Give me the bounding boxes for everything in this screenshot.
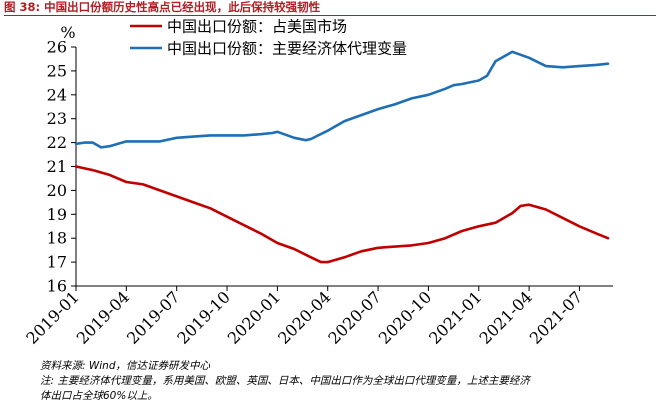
x-tick-label: 2021-07 bbox=[526, 287, 586, 347]
y-tick-label: 19 bbox=[47, 205, 67, 224]
x-tick-label: 2021-01 bbox=[425, 287, 485, 347]
x-tick-label: 2019-04 bbox=[73, 287, 133, 347]
x-tick-label: 2019-07 bbox=[123, 287, 183, 347]
y-tick-label: 24 bbox=[47, 85, 67, 104]
series-line-2 bbox=[74, 50, 610, 149]
chart-notes: 资料来源: Wind，信达证券研发中心 注: 主要经济体代理变量，系用美国、欧盟… bbox=[40, 359, 652, 404]
x-tick-label: 2019-01 bbox=[22, 287, 82, 347]
legend-label-2: 中国出口份额：主要经济体代理变量 bbox=[167, 40, 407, 58]
x-tick-label: 2020-10 bbox=[375, 287, 435, 347]
y-tick-label: 16 bbox=[47, 277, 67, 296]
figure-title: 图 38: 中国出口份额历史性高点已经出现，此后保持较强韧性 bbox=[4, 0, 656, 16]
y-tick-label: 26 bbox=[47, 38, 67, 57]
y-tick-label: 23 bbox=[47, 109, 67, 128]
y-tick-label: 17 bbox=[47, 253, 67, 272]
x-tick-label: 2019-10 bbox=[173, 287, 233, 347]
y-axis-unit-label: % bbox=[60, 23, 75, 42]
chart-axes: 1617181920212223242526%2019-012019-04201… bbox=[22, 23, 613, 348]
legend-label-1: 中国出口份额：占美国市场 bbox=[167, 18, 347, 36]
x-tick-label: 2020-07 bbox=[324, 287, 384, 347]
source-note: 资料来源: Wind，信达证券研发中心 bbox=[40, 360, 210, 372]
footnote-line-1: 注: 主要经济体代理变量，系用美国、欧盟、英国、日本、中国出口作为全球出口代理变… bbox=[40, 375, 530, 387]
series-line-1 bbox=[74, 165, 610, 264]
y-tick-label: 21 bbox=[47, 157, 67, 176]
y-tick-label: 25 bbox=[47, 61, 67, 80]
x-tick-label: 2021-04 bbox=[475, 287, 535, 347]
y-tick-label: 20 bbox=[47, 181, 67, 200]
footnote-line-2: 体出口占全球60%以上。 bbox=[40, 390, 158, 402]
chart-lines bbox=[74, 50, 610, 264]
y-tick-label: 22 bbox=[47, 133, 67, 152]
y-tick-label: 18 bbox=[47, 229, 67, 248]
x-tick-label: 2020-01 bbox=[224, 287, 284, 347]
x-tick-label: 2020-04 bbox=[274, 287, 334, 347]
